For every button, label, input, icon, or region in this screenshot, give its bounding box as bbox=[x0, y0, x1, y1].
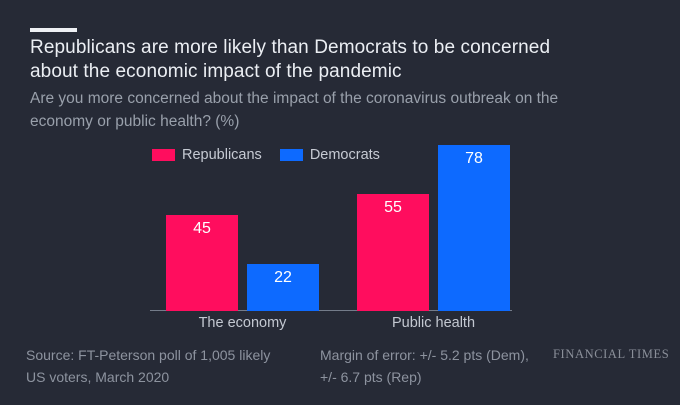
margin-of-error-note: Margin of error: +/- 5.2 pts (Dem), +/- … bbox=[320, 347, 529, 385]
chart-subtitle: Are you more concerned about the impact … bbox=[30, 90, 559, 130]
bar-value-label: 55 bbox=[384, 199, 402, 216]
bar-value-label: 78 bbox=[465, 150, 483, 167]
bar-democrats-0: 22 bbox=[247, 264, 319, 311]
bar-group-1: 55 78 Public health bbox=[357, 145, 510, 331]
category-label-0: The economy bbox=[198, 315, 287, 331]
category-label-1: Public health bbox=[391, 315, 476, 331]
bar-group-0: 45 22 The economy bbox=[166, 215, 319, 331]
legend-label-democrats: Democrats bbox=[309, 147, 380, 163]
financial-times-logo: FINANCIAL TIMES bbox=[553, 347, 670, 361]
bar-democrats-1: 78 bbox=[438, 145, 510, 311]
legend-item-republicans: Republicans bbox=[152, 147, 262, 163]
bar-republicans-0: 45 bbox=[166, 215, 238, 311]
legend-label-republicans: Republicans bbox=[182, 147, 262, 163]
democrats-swatch-icon bbox=[279, 149, 303, 161]
source-note: Source: FT-Peterson poll of 1,005 likely… bbox=[26, 347, 271, 385]
legend: Republicans Democrats bbox=[152, 147, 380, 163]
bar-republicans-1: 55 bbox=[357, 194, 429, 311]
bar-value-label: 22 bbox=[274, 269, 292, 286]
legend-item-democrats: Democrats bbox=[279, 147, 380, 163]
slug-line bbox=[30, 28, 77, 32]
plot-area: 45 22 The economy 55 78 Public health bbox=[150, 141, 512, 331]
chart-title: Republicans are more likely than Democra… bbox=[30, 37, 551, 82]
republicans-swatch-icon bbox=[152, 149, 175, 161]
x-axis-line bbox=[150, 310, 512, 311]
bar-value-label: 45 bbox=[193, 220, 211, 237]
